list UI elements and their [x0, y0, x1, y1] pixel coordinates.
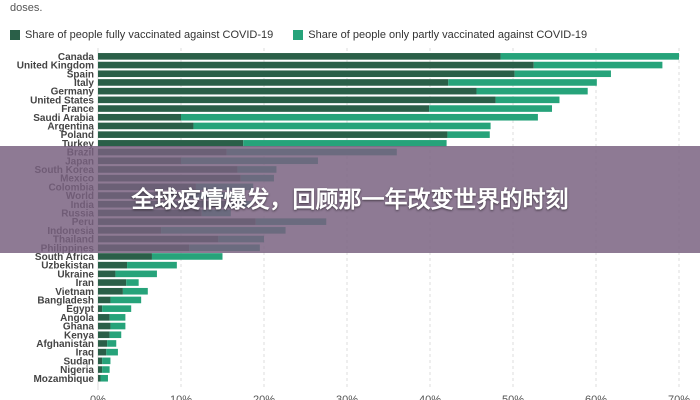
- bar-partly-vaccinated: [109, 331, 122, 339]
- category-label: Mozambique: [33, 374, 94, 385]
- bar-fully-vaccinated: [98, 122, 194, 130]
- bar-fully-vaccinated: [98, 105, 430, 112]
- bar-fully-vaccinated: [98, 296, 111, 304]
- legend-label-partial: Share of people only partly vaccinated a…: [308, 29, 588, 41]
- bar-partly-vaccinated: [514, 70, 611, 78]
- legend-item-partial: Share of people only partly vaccinated a…: [293, 29, 587, 41]
- overlay-title: 全球疫情爆发，回顾那一年改变世界的时刻: [131, 186, 569, 213]
- bar-partly-vaccinated: [533, 61, 663, 69]
- bar-partly-vaccinated: [151, 253, 223, 260]
- bar-fully-vaccinated: [98, 322, 111, 330]
- bar-fully-vaccinated: [98, 61, 534, 69]
- category-label: Sudan: [63, 356, 94, 367]
- category-label: Germany: [51, 87, 95, 98]
- category-label: Poland: [61, 130, 94, 141]
- category-label: Vietnam: [55, 287, 94, 298]
- bar-partly-vaccinated: [106, 348, 118, 356]
- bar-fully-vaccinated: [98, 366, 103, 373]
- category-label: Nigeria: [60, 365, 94, 376]
- bar-fully-vaccinated: [98, 314, 110, 321]
- bar-fully-vaccinated: [98, 279, 127, 286]
- x-tick-label: 0%: [90, 394, 106, 400]
- category-label: Kenya: [64, 330, 94, 341]
- bar-fully-vaccinated: [98, 140, 244, 147]
- category-label: Argentina: [47, 121, 94, 132]
- bar-partly-vaccinated: [110, 322, 126, 330]
- category-label: Turkey: [62, 139, 94, 150]
- category-label: Spain: [67, 69, 94, 80]
- bar-partly-vaccinated: [100, 374, 108, 382]
- x-tick-label: 40%: [419, 394, 441, 400]
- bar-partly-vaccinated: [127, 261, 177, 269]
- bar-partly-vaccinated: [102, 357, 111, 365]
- x-tick-label: 20%: [253, 394, 275, 400]
- category-label: Canada: [58, 52, 95, 63]
- bar-partly-vaccinated: [102, 366, 110, 373]
- bar-partly-vaccinated: [110, 296, 142, 304]
- bar-fully-vaccinated: [98, 113, 181, 121]
- bar-partly-vaccinated: [447, 131, 490, 138]
- bar-fully-vaccinated: [98, 53, 501, 60]
- bar-fully-vaccinated: [98, 131, 448, 138]
- bar-fully-vaccinated: [98, 253, 152, 260]
- category-label: Saudi Arabia: [33, 113, 94, 124]
- bar-partly-vaccinated: [243, 140, 447, 147]
- bar-partly-vaccinated: [122, 287, 148, 295]
- bar-partly-vaccinated: [115, 270, 157, 278]
- bar-partly-vaccinated: [102, 305, 132, 312]
- bar-partly-vaccinated: [448, 79, 597, 86]
- bar-fully-vaccinated: [98, 331, 110, 339]
- legend: Share of people fully vaccinated against…: [10, 28, 607, 42]
- x-tick-label: 70%: [668, 394, 690, 400]
- x-tick-label: 30%: [336, 394, 358, 400]
- bar-partly-vaccinated: [193, 122, 491, 130]
- bar-fully-vaccinated: [98, 305, 103, 312]
- bar-partly-vaccinated: [109, 314, 126, 321]
- category-label: Iraq: [76, 348, 94, 359]
- title-overlay: 全球疫情爆发，回顾那一年改变世界的时刻: [0, 146, 700, 253]
- bar-fully-vaccinated: [98, 70, 515, 78]
- bar-fully-vaccinated: [98, 340, 108, 347]
- category-label: United Kingdom: [17, 61, 94, 72]
- category-label: Ukraine: [57, 269, 94, 280]
- bar-partly-vaccinated: [126, 279, 139, 286]
- bar-fully-vaccinated: [98, 87, 477, 95]
- bar-partly-vaccinated: [500, 53, 679, 60]
- category-label: Egypt: [66, 304, 94, 315]
- x-tick-label: 50%: [502, 394, 524, 400]
- bar-fully-vaccinated: [98, 348, 107, 356]
- bar-fully-vaccinated: [98, 96, 496, 104]
- category-label: South Africa: [35, 252, 95, 263]
- bar-fully-vaccinated: [98, 374, 101, 382]
- bar-partly-vaccinated: [107, 340, 117, 347]
- bar-fully-vaccinated: [98, 287, 123, 295]
- category-label: Angola: [60, 313, 94, 324]
- legend-swatch-partial: [293, 30, 304, 40]
- bar-partly-vaccinated: [181, 113, 538, 121]
- bar-fully-vaccinated: [98, 357, 103, 365]
- x-tick-label: 60%: [585, 394, 607, 400]
- legend-swatch-full: [10, 30, 20, 40]
- category-label: Ghana: [63, 322, 95, 333]
- bar-fully-vaccinated: [98, 270, 116, 278]
- category-label: Uzbekistan: [41, 261, 94, 272]
- bar-partly-vaccinated: [429, 105, 553, 112]
- header-text: doses.: [10, 2, 43, 14]
- x-tick-label: 10%: [170, 394, 192, 400]
- category-label: Italy: [74, 78, 94, 89]
- legend-label-full: Share of people fully vaccinated against…: [25, 29, 274, 41]
- category-label: Iran: [76, 278, 94, 289]
- bar-partly-vaccinated: [476, 87, 588, 95]
- bar-fully-vaccinated: [98, 79, 449, 86]
- bar-partly-vaccinated: [495, 96, 560, 104]
- category-label: Bangladesh: [37, 295, 94, 306]
- legend-item-full: Share of people fully vaccinated against…: [10, 29, 273, 41]
- bar-fully-vaccinated: [98, 261, 128, 269]
- category-label: France: [61, 104, 94, 115]
- category-label: Afghanistan: [36, 339, 94, 350]
- category-label: United States: [30, 95, 94, 106]
